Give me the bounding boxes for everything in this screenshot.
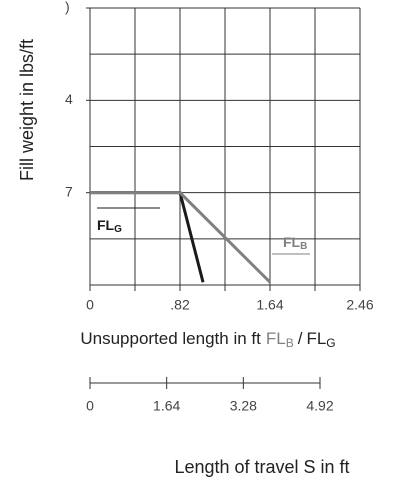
secondary-tick-label: 1.64 bbox=[153, 398, 180, 414]
series-subscript: B bbox=[300, 241, 307, 252]
series-line bbox=[90, 191, 205, 283]
series-label: FLB bbox=[283, 234, 307, 252]
x-tick-label: 0 bbox=[86, 297, 94, 313]
x-axis-title-part: FL bbox=[306, 329, 326, 348]
series-subscript: G bbox=[114, 224, 122, 235]
y-axis-title: Fill weight in lbs/ft bbox=[17, 39, 37, 181]
x-tick-label: 2.46 bbox=[346, 297, 373, 313]
x-axis-title-part: Unsupported length in ft bbox=[80, 329, 261, 348]
x-tick-label: .82 bbox=[170, 297, 190, 313]
series-name: FL bbox=[97, 217, 115, 233]
x-axis-title-part: FL bbox=[266, 329, 286, 348]
y-tick-label: ) bbox=[65, 0, 70, 15]
series-label: FLG bbox=[97, 217, 122, 235]
y-tick-label: 4 bbox=[65, 91, 73, 107]
x-tick-label: 1.64 bbox=[256, 297, 283, 313]
x-axis-title-part: G bbox=[326, 336, 335, 350]
series-name: FL bbox=[283, 234, 301, 250]
x-axis-title-part: B bbox=[286, 336, 294, 350]
secondary-tick-label: 0 bbox=[86, 398, 94, 414]
secondary-tick-label: 3.28 bbox=[230, 398, 257, 414]
x-axis-title-part: / bbox=[298, 329, 303, 348]
series-line bbox=[90, 191, 272, 284]
secondary-axis-title: Length of travel S in ft bbox=[174, 457, 349, 477]
secondary-tick-label: 4.92 bbox=[306, 398, 333, 414]
y-tick-label: 7 bbox=[65, 183, 73, 199]
x-axis-title: Unsupported length in ft FLB / FLG bbox=[80, 329, 335, 350]
